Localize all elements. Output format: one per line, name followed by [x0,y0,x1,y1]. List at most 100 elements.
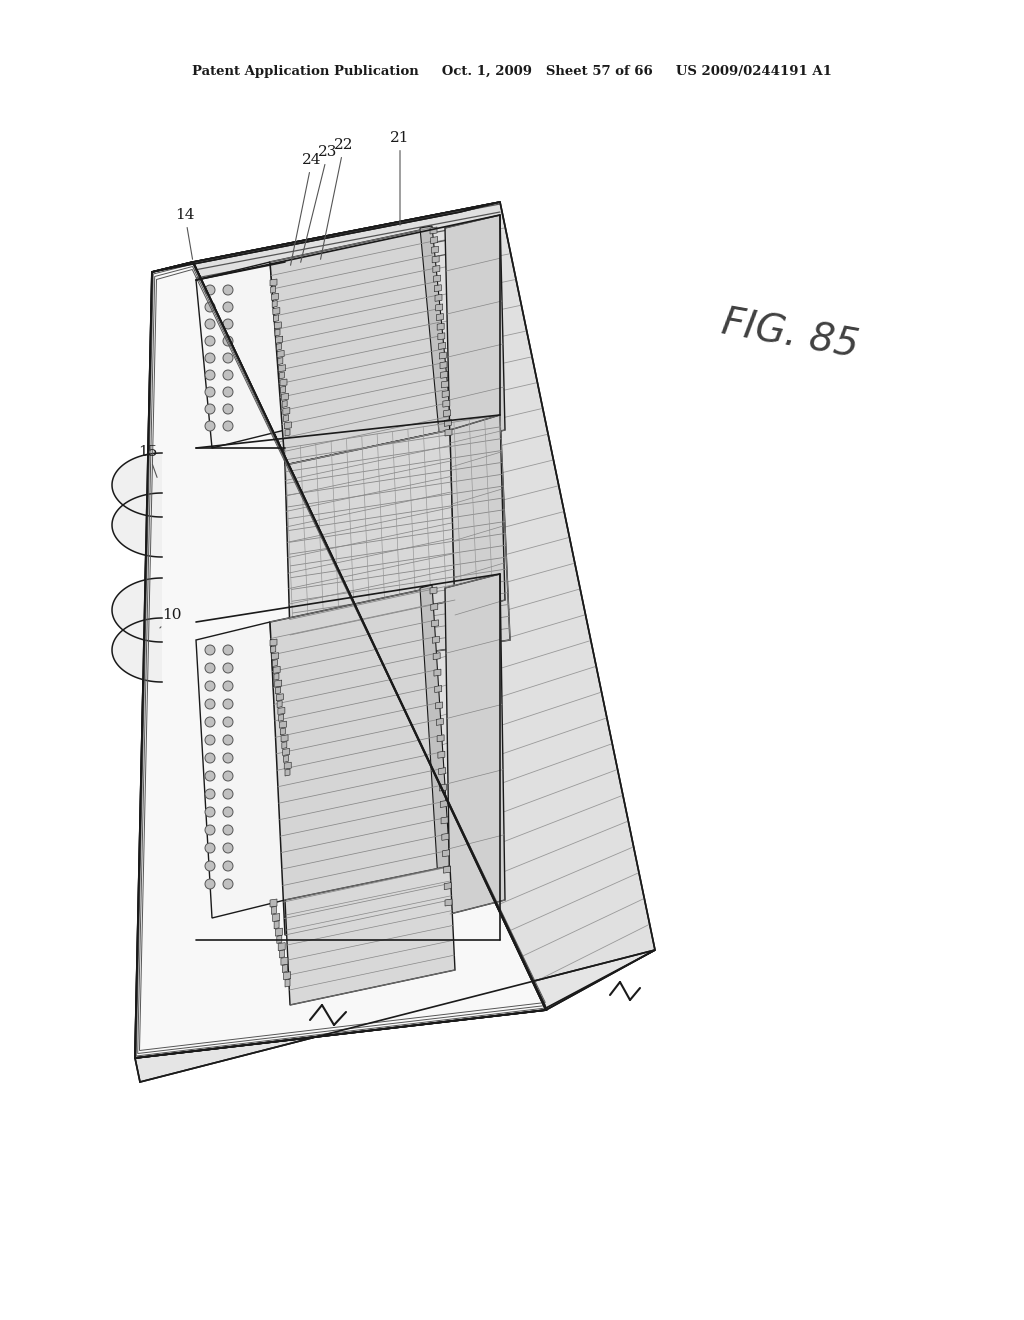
Circle shape [223,752,233,763]
Polygon shape [135,261,546,1059]
Polygon shape [445,429,452,436]
Text: FIG. 85: FIG. 85 [719,305,861,366]
Polygon shape [430,227,437,234]
Polygon shape [272,308,280,314]
Circle shape [223,735,233,744]
Polygon shape [420,226,453,444]
Circle shape [223,789,233,799]
Circle shape [223,663,233,673]
Polygon shape [285,762,291,770]
Polygon shape [274,322,282,329]
Circle shape [205,879,215,888]
Circle shape [223,843,233,853]
Polygon shape [442,400,450,407]
Polygon shape [273,314,279,322]
Polygon shape [270,899,278,907]
Circle shape [205,717,215,727]
Polygon shape [196,261,285,447]
Circle shape [223,421,233,432]
Polygon shape [442,391,450,397]
Polygon shape [438,768,445,775]
Polygon shape [284,755,289,763]
Circle shape [205,771,215,781]
Polygon shape [443,409,451,417]
Text: Patent Application Publication     Oct. 1, 2009   Sheet 57 of 66     US 2009/024: Patent Application Publication Oct. 1, 2… [193,66,831,78]
Circle shape [223,319,233,329]
Polygon shape [440,371,447,379]
Polygon shape [444,883,452,890]
Polygon shape [440,362,447,368]
Text: 21: 21 [390,131,410,226]
Circle shape [223,337,233,346]
Polygon shape [436,304,442,312]
Circle shape [205,752,215,763]
Polygon shape [436,314,443,321]
Polygon shape [279,942,285,950]
Text: 10: 10 [160,609,181,628]
Polygon shape [430,587,437,594]
Polygon shape [437,323,444,330]
Circle shape [205,663,215,673]
Polygon shape [440,800,447,808]
Polygon shape [275,329,280,337]
Polygon shape [438,342,445,350]
Polygon shape [442,850,450,857]
Polygon shape [275,928,283,936]
Polygon shape [275,337,283,343]
Polygon shape [441,381,449,388]
Polygon shape [282,742,287,748]
Polygon shape [280,950,285,958]
Circle shape [223,771,233,781]
Polygon shape [443,866,451,873]
Polygon shape [275,686,281,694]
Polygon shape [281,387,286,393]
Circle shape [223,387,233,397]
Polygon shape [431,620,438,627]
Polygon shape [433,265,440,272]
Polygon shape [283,965,288,973]
Polygon shape [278,701,282,708]
Circle shape [205,861,215,871]
Polygon shape [271,652,279,660]
Polygon shape [439,352,446,359]
Polygon shape [445,215,505,444]
Polygon shape [270,645,275,653]
Polygon shape [284,414,289,421]
Circle shape [223,879,233,888]
Polygon shape [438,751,444,758]
Circle shape [223,404,233,414]
Polygon shape [439,784,446,791]
Polygon shape [285,430,455,635]
Circle shape [205,387,215,397]
Polygon shape [438,333,444,339]
Polygon shape [285,866,455,1005]
Circle shape [205,302,215,312]
Polygon shape [271,907,276,915]
Circle shape [205,421,215,432]
Polygon shape [193,202,655,1008]
Polygon shape [441,817,449,824]
Polygon shape [445,574,505,913]
Polygon shape [270,228,450,465]
Polygon shape [281,727,286,735]
Polygon shape [445,899,452,906]
Circle shape [223,807,233,817]
Polygon shape [135,950,655,1082]
Polygon shape [112,578,162,682]
Polygon shape [281,735,288,742]
Polygon shape [431,603,438,610]
Polygon shape [283,748,290,755]
Polygon shape [441,833,449,841]
Circle shape [205,337,215,346]
Polygon shape [280,379,287,385]
Circle shape [205,843,215,853]
Circle shape [205,700,215,709]
Polygon shape [278,350,284,358]
Polygon shape [278,358,283,364]
Polygon shape [272,913,280,921]
Circle shape [223,302,233,312]
Polygon shape [270,279,278,286]
Circle shape [223,645,233,655]
Circle shape [223,825,233,836]
Polygon shape [431,236,437,244]
